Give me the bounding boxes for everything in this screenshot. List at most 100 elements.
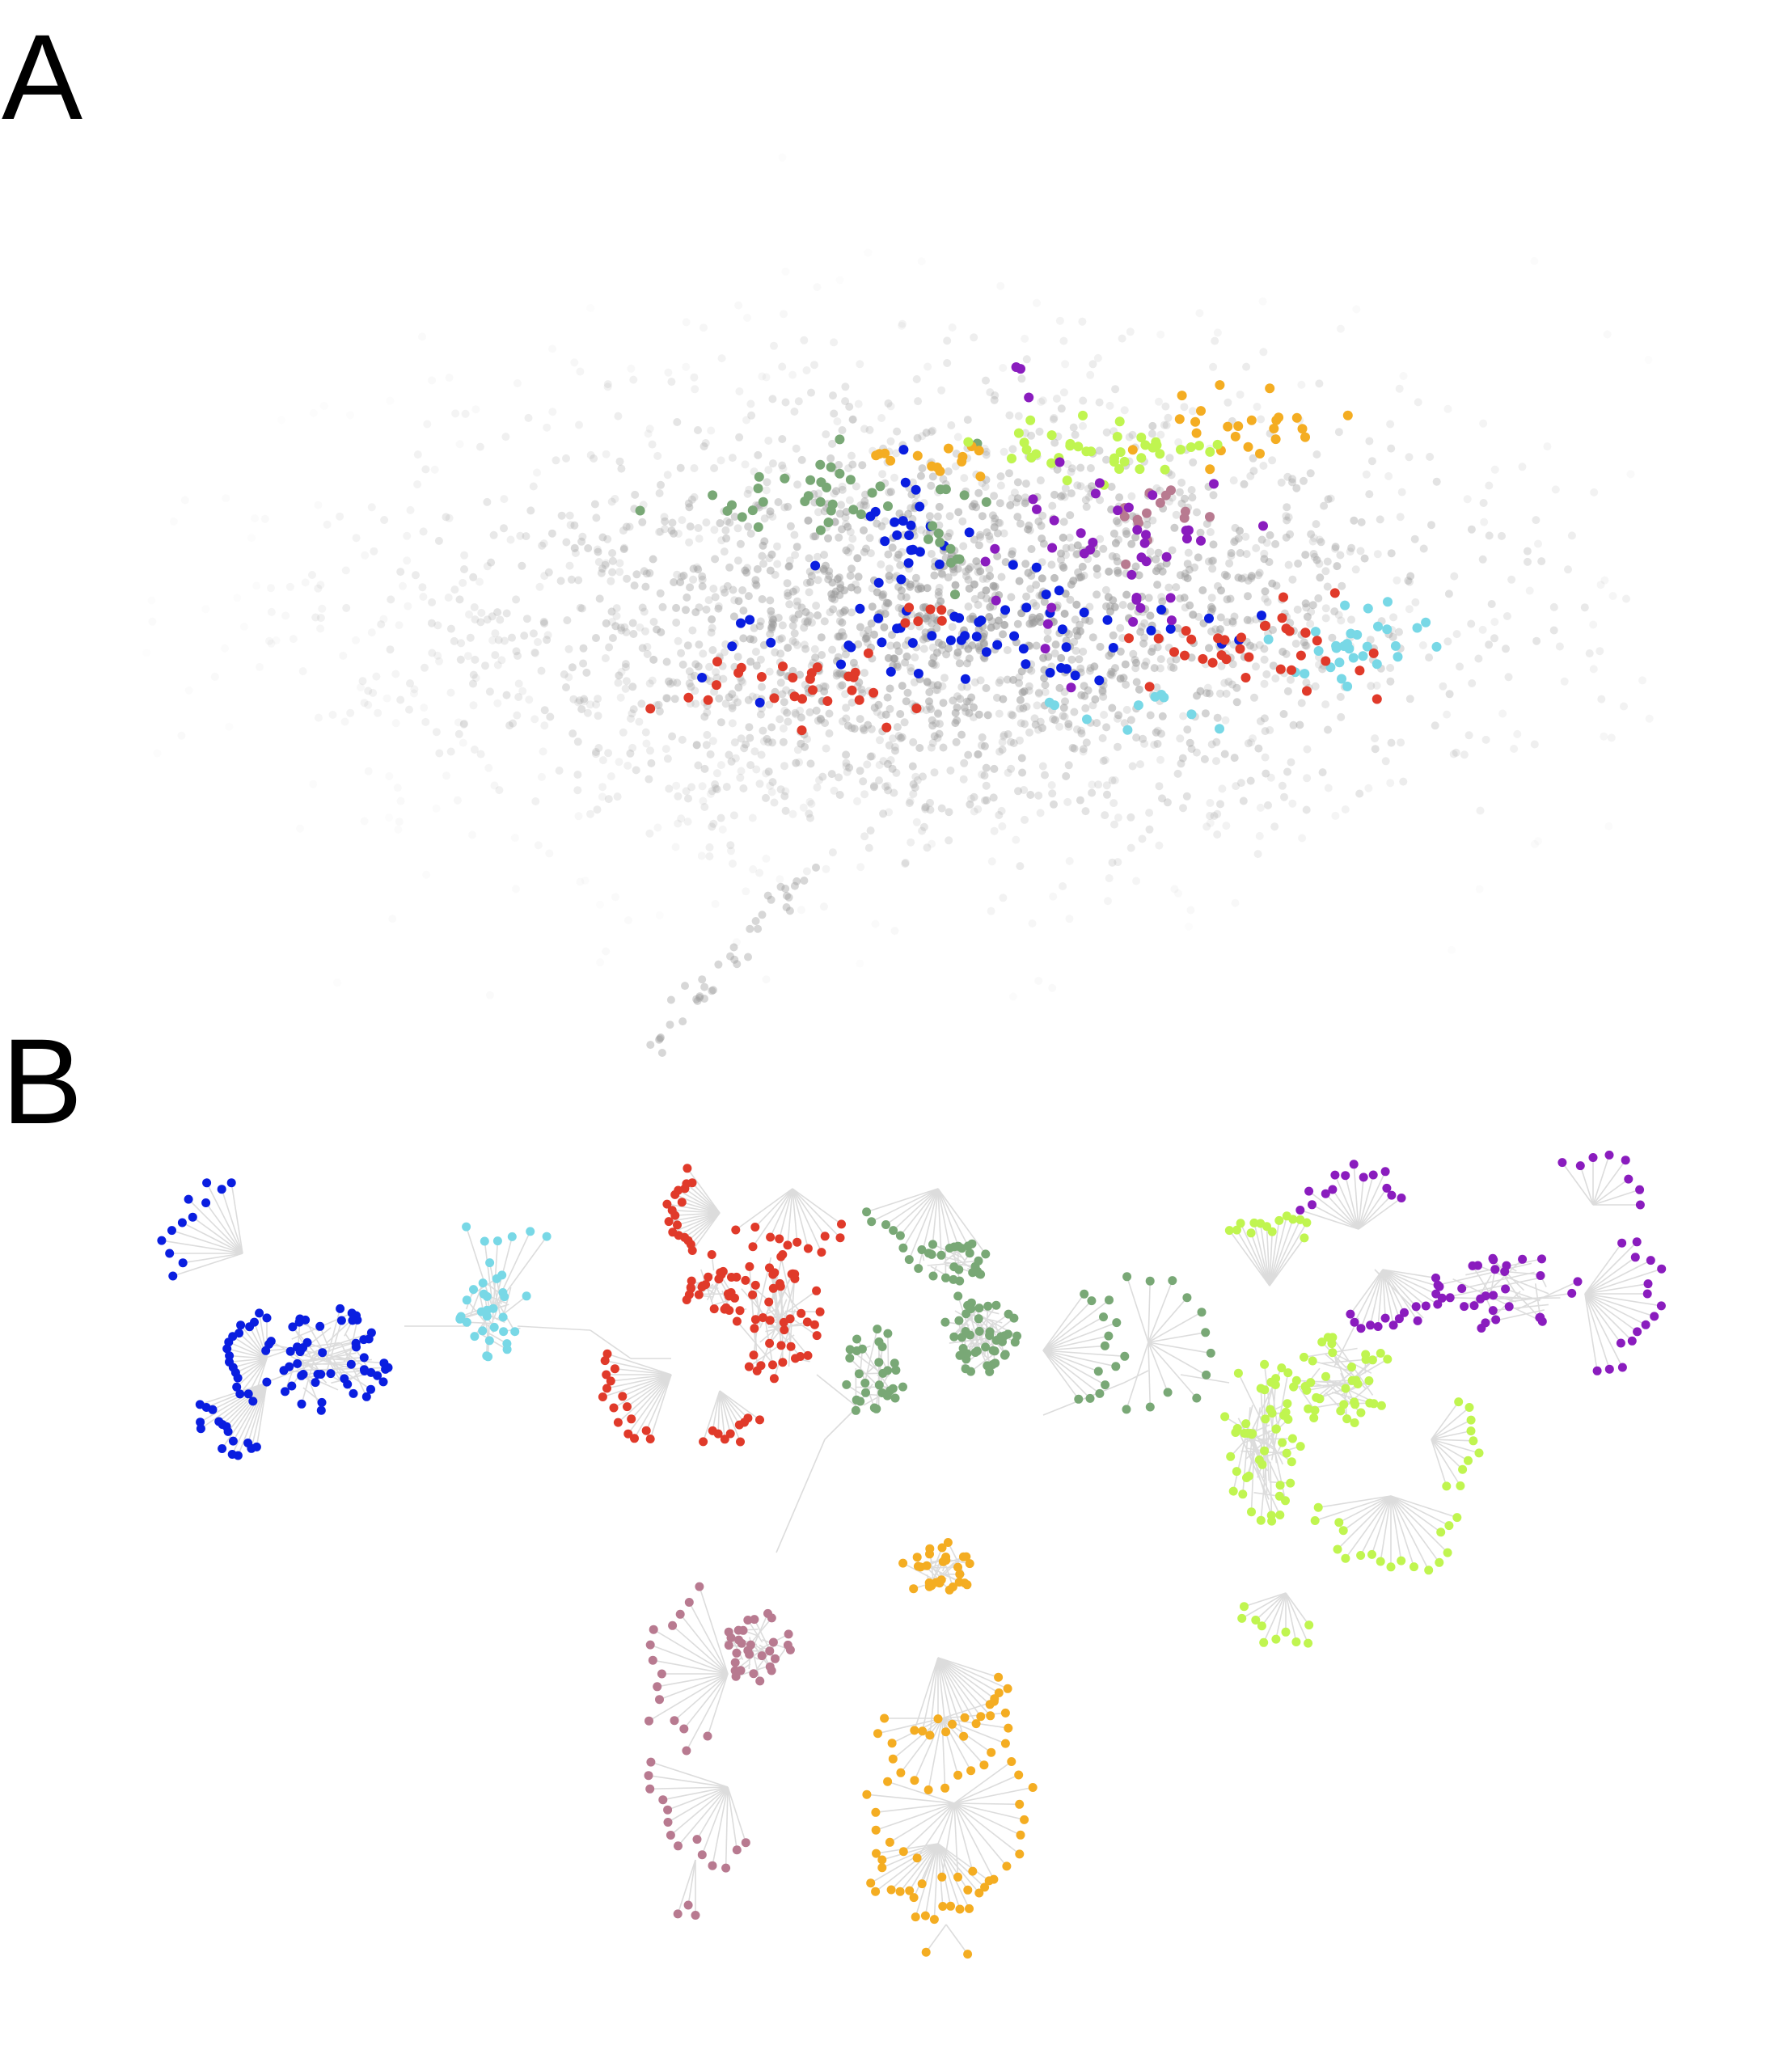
- background-node: [1107, 667, 1116, 676]
- background-node: [792, 585, 801, 594]
- network-edge: [1269, 1220, 1280, 1287]
- network-node: [767, 1666, 776, 1675]
- background-node: [1000, 732, 1008, 741]
- background-node: [1007, 764, 1016, 773]
- background-node: [811, 653, 820, 662]
- background-node: [947, 421, 956, 429]
- background-node: [692, 563, 701, 572]
- background-node: [1449, 750, 1458, 758]
- background-node: [826, 454, 835, 463]
- background-node: [1287, 675, 1295, 684]
- network-edge: [1269, 1215, 1288, 1287]
- background-node: [562, 683, 570, 691]
- background-node: [885, 741, 894, 750]
- background-node: [395, 621, 404, 630]
- network-edge: [613, 1374, 672, 1409]
- background-node: [662, 694, 671, 703]
- network-edge: [517, 1325, 591, 1331]
- network-node: [1356, 1551, 1366, 1560]
- background-node: [1270, 822, 1279, 831]
- background-node: [1460, 750, 1469, 759]
- cluster-node: [881, 722, 892, 733]
- background-node: [490, 781, 499, 790]
- background-node: [867, 725, 876, 733]
- background-node: [1127, 492, 1136, 501]
- background-node: [460, 551, 469, 560]
- background-node: [776, 649, 785, 658]
- network-node: [1281, 1627, 1291, 1637]
- network-edge: [752, 1617, 772, 1642]
- background-node: [684, 499, 693, 508]
- background-node: [706, 789, 715, 798]
- network-edge: [1382, 1269, 1405, 1313]
- network-edge: [941, 1802, 955, 1878]
- network-node: [360, 1367, 370, 1375]
- background-node: [784, 502, 792, 511]
- background-node: [1371, 734, 1380, 743]
- network-node: [1168, 1276, 1177, 1286]
- network-node: [873, 1325, 882, 1334]
- network-node: [1341, 1553, 1350, 1563]
- background-node: [916, 471, 925, 480]
- network-node: [809, 1320, 819, 1329]
- background-node: [1052, 395, 1061, 403]
- background-node: [564, 673, 573, 682]
- network-node: [862, 1207, 872, 1217]
- background-node: [861, 634, 870, 643]
- background-node: [1093, 719, 1101, 728]
- background-node: [372, 672, 381, 681]
- background-node: [1360, 554, 1369, 563]
- background-node: [1543, 442, 1552, 451]
- network-node: [1368, 1170, 1378, 1180]
- network-node: [796, 1352, 805, 1361]
- background-node: [648, 440, 657, 449]
- background-node: [886, 641, 895, 650]
- network-node: [707, 1250, 716, 1259]
- network-node: [755, 1415, 764, 1425]
- background-node: [790, 530, 799, 539]
- network-node: [476, 1307, 486, 1316]
- background-node: [471, 674, 480, 682]
- background-node: [580, 695, 589, 704]
- background-node: [1638, 676, 1646, 685]
- network-node: [318, 1348, 328, 1358]
- background-node: [1040, 674, 1049, 682]
- network-edge: [752, 1188, 793, 1248]
- background-node: [602, 559, 611, 568]
- background-node: [531, 649, 539, 657]
- background-node: [896, 560, 905, 569]
- background-node: [965, 697, 974, 706]
- background-node: [615, 568, 624, 577]
- background-node: [881, 610, 890, 619]
- background-node: [1205, 644, 1213, 653]
- background-node: [1027, 431, 1036, 440]
- background-node: [891, 746, 899, 755]
- background-node: [1312, 520, 1321, 529]
- background-node: [847, 564, 856, 573]
- background-node: [674, 530, 683, 538]
- background-node: [794, 397, 803, 406]
- network-edge: [235, 1358, 268, 1374]
- background-node: [676, 463, 685, 472]
- background-node: [793, 640, 801, 649]
- background-node: [853, 554, 862, 563]
- network-edge: [719, 1390, 742, 1443]
- network-edge: [1584, 1293, 1624, 1368]
- background-node: [1480, 518, 1489, 526]
- background-node: [744, 522, 753, 531]
- background-node: [1386, 664, 1395, 672]
- background-node: [807, 800, 816, 808]
- background-node: [1109, 631, 1118, 640]
- network-node: [602, 1370, 611, 1380]
- background-node: [879, 757, 888, 766]
- cluster-node: [900, 618, 911, 628]
- background-node: [1439, 682, 1448, 691]
- network-edge: [1431, 1419, 1472, 1440]
- background-node: [530, 649, 539, 657]
- background-node: [1414, 398, 1422, 407]
- background-node: [630, 581, 639, 590]
- background-node: [779, 737, 788, 746]
- background-node: [533, 468, 541, 477]
- background-node: [993, 551, 1002, 560]
- network-node: [1004, 1309, 1013, 1319]
